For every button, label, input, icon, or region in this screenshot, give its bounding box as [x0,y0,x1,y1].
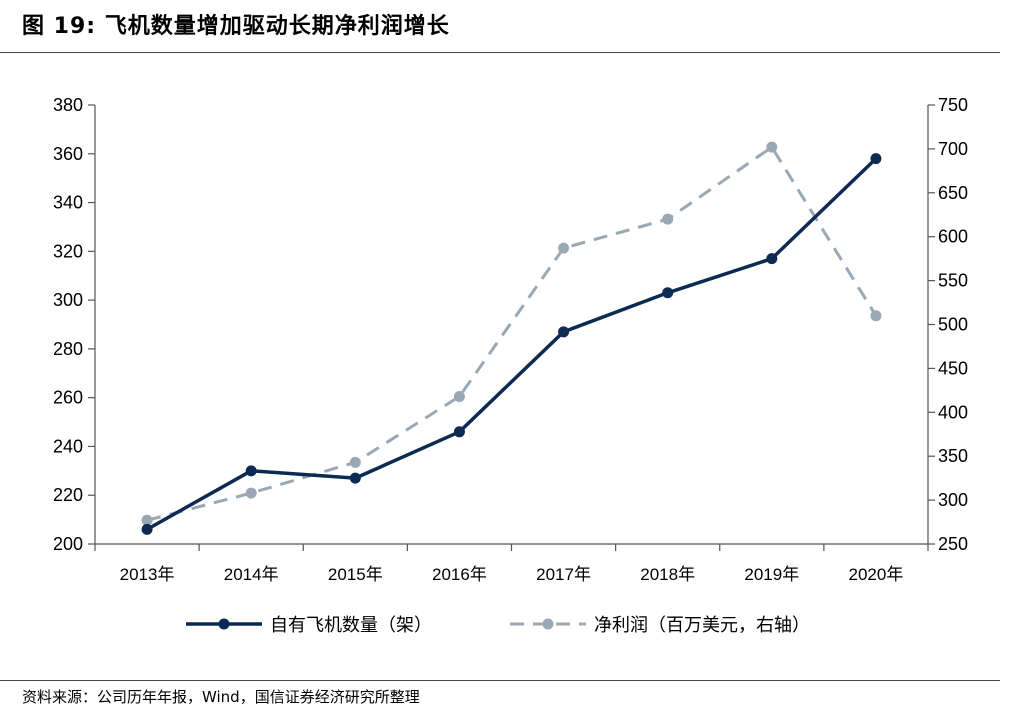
series-1-point [662,287,674,299]
series-1-point [453,426,465,438]
series-2-point [141,514,153,526]
series-1-point [245,465,257,477]
series-1-point [870,153,882,165]
right-tick-label: 550 [938,271,968,291]
right-tick-label: 250 [938,534,968,554]
series-1-point [766,253,778,265]
left-tick-label: 320 [53,241,83,261]
x-tick-label: 2018年 [640,565,695,584]
series-2-point [349,456,361,468]
chart-legend: 自有飞机数量（架） 净利润（百万美元，右轴） [186,615,810,635]
footer-divider [0,680,1000,681]
figure-title: 图 19: 飞机数量增加驱动长期净利润增长 [22,14,450,39]
series-2-point [245,487,257,499]
x-tick-label: 2016年 [432,565,487,584]
series-2-point [766,141,778,153]
series-line-2 [146,145,878,522]
legend-label-1: 自有飞机数量（架） [270,615,432,635]
right-tick-label: 350 [938,446,968,466]
right-tick-label: 500 [938,315,968,335]
series-1-point [349,472,361,484]
x-tick-label: 2019年 [744,565,799,584]
right-tick-label: 600 [938,227,968,247]
left-tick-label: 240 [53,436,83,456]
x-tick-label: 2015年 [328,565,383,584]
right-axis-ticks: 250 300 350 400 450 500 550 600 650 700 750 [928,95,968,554]
x-axis-ticks: 2013年 2014年 2015年 2016年 2017年 2018年 2019年 2020年 [94,544,929,584]
left-tick-label: 340 [53,193,83,213]
chart-axes [94,105,929,545]
title-divider [0,52,1000,53]
legend-swatch-marker-1 [218,618,230,630]
source-note: 资料来源：公司历年年报，Wind，国信证券经济研究所整理 [22,688,420,706]
series-2-point [870,310,882,322]
x-tick-label: 2020年 [849,565,904,584]
right-tick-label: 300 [938,490,968,510]
left-tick-label: 220 [53,485,83,505]
left-tick-label: 300 [53,290,83,310]
series-line-1 [146,157,878,531]
right-tick-label: 700 [938,139,968,159]
series-2-point [558,242,570,254]
x-tick-label: 2017年 [536,565,591,584]
left-tick-label: 260 [53,388,83,408]
right-tick-label: 400 [938,402,968,422]
left-tick-label: 360 [53,144,83,164]
left-tick-label: 380 [53,95,83,115]
series-1-point [141,523,153,535]
series-1-point [558,326,570,338]
x-tick-label: 2014年 [224,565,279,584]
series-layer [141,141,882,535]
right-tick-label: 650 [938,183,968,203]
legend-swatch-marker-2 [542,618,554,630]
left-axis-ticks: 200 220 240 260 280 300 320 340 360 380 [53,95,95,554]
legend-label-2: 净利润（百万美元，右轴） [594,615,810,635]
right-tick-label: 450 [938,358,968,378]
left-tick-label: 200 [53,534,83,554]
x-tick-label: 2013年 [120,565,175,584]
right-tick-label: 750 [938,95,968,115]
series-2-point [662,213,674,225]
series-2-point [453,390,465,402]
left-tick-label: 280 [53,339,83,359]
